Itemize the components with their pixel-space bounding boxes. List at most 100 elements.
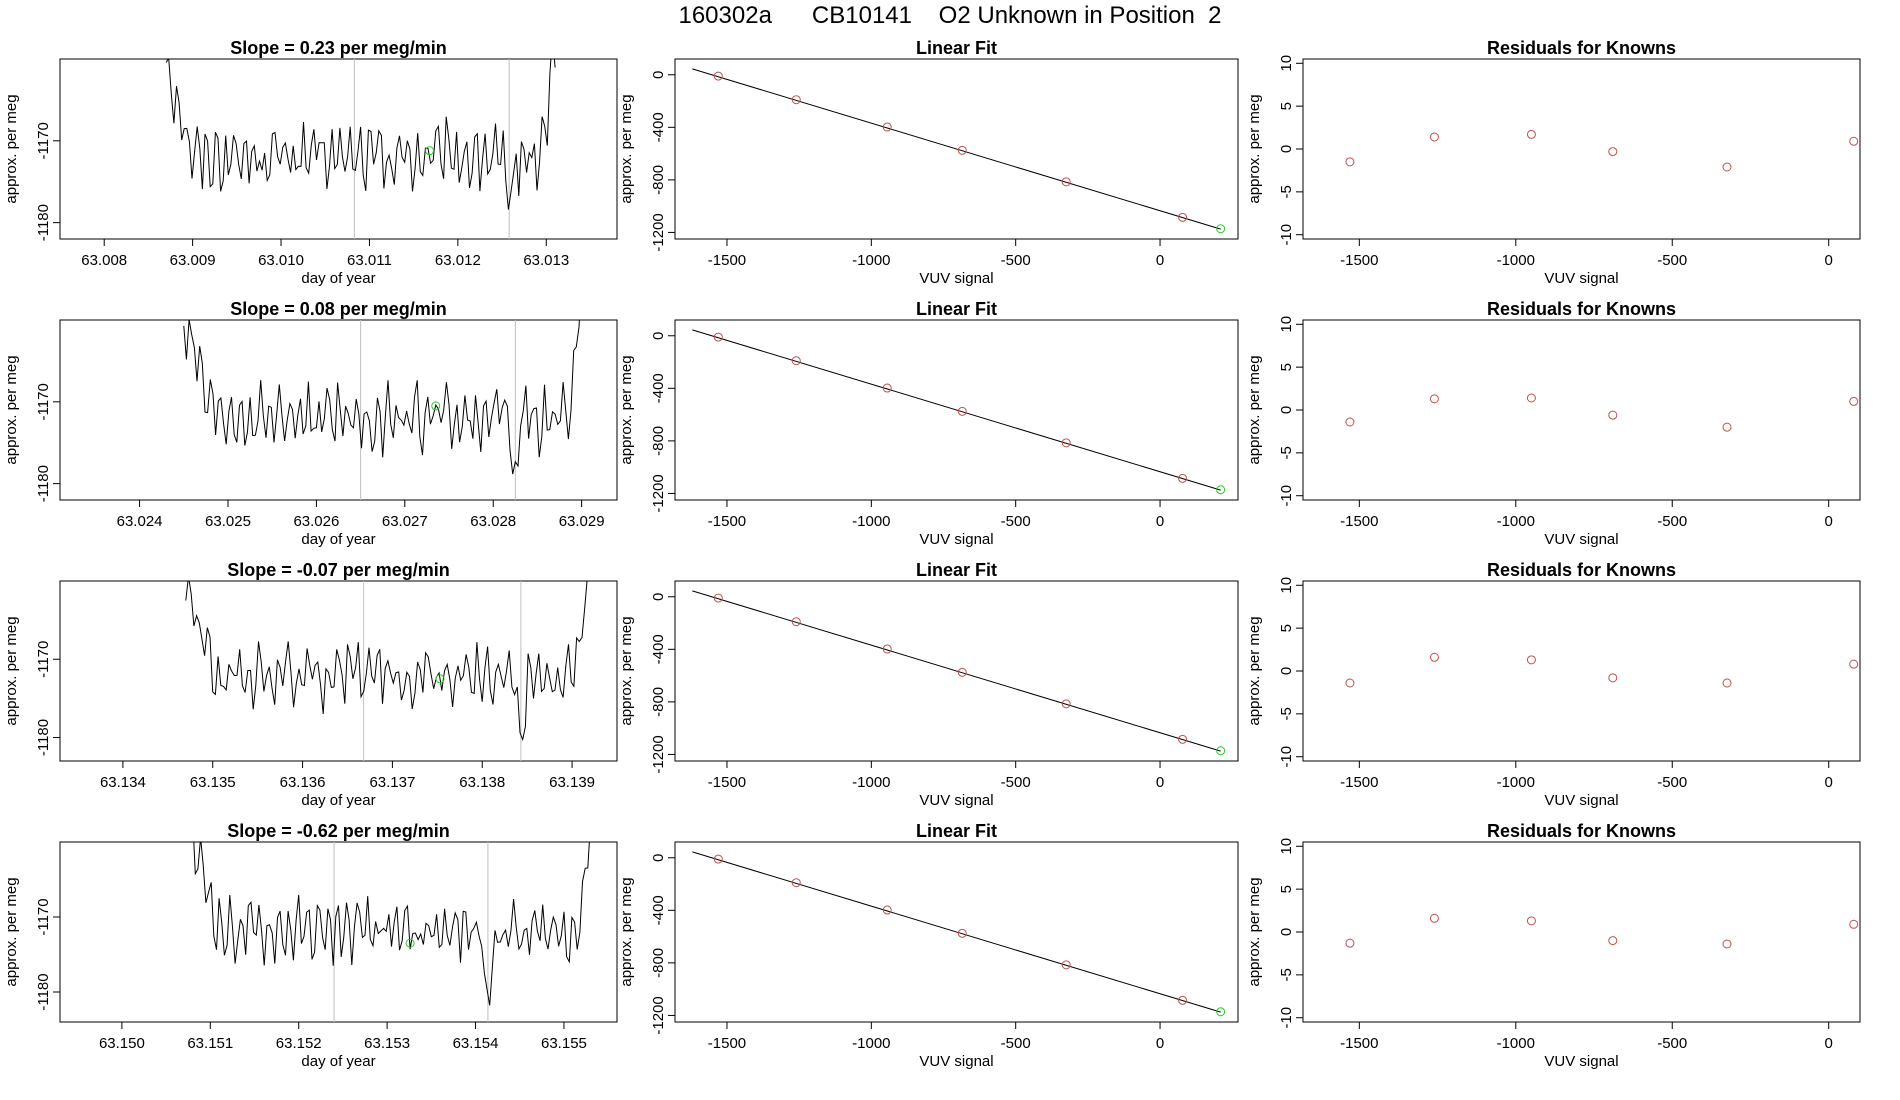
y-tick-label: 5 <box>1278 102 1295 110</box>
plot-area <box>692 851 1226 1017</box>
x-tick-label: -1500 <box>708 774 746 791</box>
known-point <box>957 406 967 416</box>
plot-area <box>692 68 1226 234</box>
y-tick-label: 0 <box>650 854 667 862</box>
panel-2-3: Residuals for Knowns -1500 -1000 -500 0 VUV s… <box>1246 299 1861 548</box>
x-tick-label: -1000 <box>1497 1035 1535 1052</box>
residual-point <box>1849 396 1859 406</box>
known-point <box>713 854 723 864</box>
panel-4-3: Residuals for Knowns -1500 -1000 -500 0 VUV s… <box>1246 821 1861 1070</box>
x-tick-label: 63.139 <box>549 774 595 791</box>
y-axis-label: approx. per meg <box>1246 877 1263 986</box>
y-tick-label: -400 <box>650 112 667 142</box>
y-tick-label: 10 <box>1278 577 1295 594</box>
y-axis-label: approx. per meg <box>618 877 635 986</box>
unknown-point <box>1216 485 1226 495</box>
x-tick-label: -1500 <box>708 513 746 530</box>
panel-1-3: Residuals for Knowns -1500 -1000 -500 0 VUV s… <box>1246 38 1861 287</box>
x-tick-label: -1000 <box>1497 252 1535 269</box>
y-tick-label: -400 <box>650 895 667 925</box>
x-axis-label: VUV signal <box>1544 270 1618 287</box>
residual-point <box>1526 916 1536 926</box>
x-tick-label: 0 <box>1825 1035 1833 1052</box>
x-tick-label: 63.138 <box>459 774 505 791</box>
residual-point <box>1608 673 1618 683</box>
y-axis-label: approx. per meg <box>618 94 635 203</box>
signal-trace <box>185 581 588 742</box>
x-tick-label: 63.153 <box>364 1035 410 1052</box>
x-axis-label: VUV signal <box>919 792 993 809</box>
fit-line <box>692 590 1221 752</box>
x-tick-label: 63.024 <box>117 513 163 530</box>
known-point <box>882 644 892 654</box>
x-tick-label: 0 <box>1156 513 1164 530</box>
x-tick-label: 0 <box>1825 513 1833 530</box>
x-tick-label: 63.152 <box>276 1035 322 1052</box>
y-tick-label: 0 <box>1278 145 1295 153</box>
plot-area <box>1345 913 1859 949</box>
x-axis-label: day of year <box>301 1053 375 1070</box>
residual-point <box>1608 147 1618 157</box>
x-tick-label: 63.151 <box>187 1035 233 1052</box>
y-axis-label: approx. per meg <box>1246 94 1263 203</box>
residual-point <box>1849 136 1859 146</box>
x-tick-label: 63.029 <box>559 513 605 530</box>
y-tick-label: 10 <box>1278 838 1295 855</box>
y-axis-label: approx. per meg <box>3 877 20 986</box>
known-point <box>957 928 967 938</box>
unknown-point <box>1216 1007 1226 1017</box>
known-point <box>1061 960 1071 970</box>
y-tick-label: -1180 <box>35 973 52 1010</box>
known-point <box>1061 438 1071 448</box>
plot-frame <box>674 319 1239 501</box>
x-tick-label: 63.009 <box>170 252 216 269</box>
fit-line <box>692 329 1221 491</box>
panel-4-2: Linear Fit -1500 -1000 -500 0 VUV signal -1200… <box>618 821 1239 1070</box>
y-axis-label: approx. per meg <box>1246 616 1263 725</box>
x-tick-label: 63.155 <box>541 1035 587 1052</box>
x-tick-label: -1000 <box>852 252 890 269</box>
residual-point <box>1722 422 1732 432</box>
residual-point <box>1722 678 1732 688</box>
known-point <box>713 593 723 603</box>
residual-point <box>1345 678 1355 688</box>
y-axis-label: approx. per meg <box>618 355 635 464</box>
y-tick-label: -800 <box>650 687 667 717</box>
y-tick-label: -400 <box>650 634 667 664</box>
plot-area <box>1345 129 1859 172</box>
y-tick-label: -1180 <box>35 719 52 756</box>
y-tick-label: -10 <box>1278 485 1295 507</box>
y-tick-label: 10 <box>1278 55 1295 72</box>
plot-area <box>185 581 588 761</box>
x-tick-label: -500 <box>1657 513 1687 530</box>
panel-title: Residuals for Knowns <box>1487 299 1676 319</box>
panel-title: Residuals for Knowns <box>1487 38 1676 58</box>
x-tick-label: -500 <box>1001 774 1031 791</box>
x-tick-label: -500 <box>1657 252 1687 269</box>
known-point <box>957 667 967 677</box>
y-tick-label: 0 <box>1278 928 1295 936</box>
y-tick-label: -1200 <box>650 996 667 1034</box>
plot-area <box>692 590 1226 756</box>
known-point <box>882 383 892 393</box>
plot-frame <box>1302 580 1861 762</box>
plot-frame <box>59 58 618 240</box>
known-point <box>957 145 967 155</box>
y-tick-label: -1200 <box>650 213 667 251</box>
residual-point <box>1526 655 1536 665</box>
y-tick-label: 0 <box>1278 406 1295 414</box>
x-tick-label: -1000 <box>1497 513 1535 530</box>
residual-point <box>1429 652 1439 662</box>
known-point <box>882 122 892 132</box>
x-tick-label: -1500 <box>1340 1035 1378 1052</box>
signal-trace <box>193 842 590 1006</box>
y-tick-label: -1200 <box>650 474 667 512</box>
known-point <box>791 617 801 627</box>
residual-point <box>1429 132 1439 142</box>
y-tick-label: 0 <box>650 332 667 340</box>
y-tick-label: -1180 <box>35 465 52 502</box>
known-point <box>1178 734 1188 744</box>
y-tick-label: -1170 <box>35 641 52 678</box>
y-tick-label: 0 <box>650 593 667 601</box>
y-tick-label: -1180 <box>35 204 52 241</box>
